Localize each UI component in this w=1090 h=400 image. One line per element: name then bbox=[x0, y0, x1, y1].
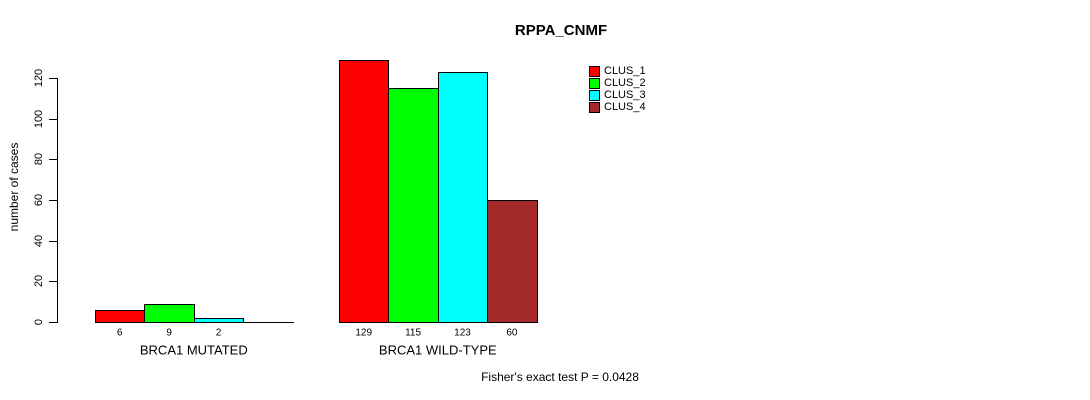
y-axis-line bbox=[57, 78, 58, 323]
group-label-1: BRCA1 MUTATED bbox=[139, 342, 248, 358]
y-axis-tick bbox=[49, 78, 57, 79]
y-axis-tick bbox=[49, 322, 57, 323]
y-axis-tick bbox=[49, 241, 57, 242]
bar-value-label: 60 bbox=[506, 327, 518, 339]
bar-value-label: 9 bbox=[166, 327, 172, 339]
bar-clus_4-group2 bbox=[487, 200, 538, 323]
bar-clus_3-group1 bbox=[194, 318, 244, 323]
chart-title: RPPA_CNMF bbox=[514, 22, 608, 39]
bar-clus_2-group1 bbox=[144, 304, 195, 323]
bar-value-label: 129 bbox=[355, 327, 373, 339]
legend-swatch-clus_4 bbox=[589, 102, 600, 113]
bar-value-label: 123 bbox=[454, 327, 471, 339]
bar-clus_3-group2 bbox=[438, 72, 488, 323]
y-axis-tick bbox=[49, 200, 57, 201]
y-axis-tick bbox=[49, 119, 57, 120]
legend-label-clus_1: CLUS_1 bbox=[604, 65, 646, 77]
bar-value-label: 6 bbox=[116, 327, 123, 339]
bar-clus_4-group1 bbox=[243, 322, 294, 323]
footnote-fisher-test: Fisher's exact test P = 0.0428 bbox=[481, 370, 639, 384]
bar-value-label: 2 bbox=[215, 327, 222, 339]
group-label-2: BRCA1 WILD-TYPE bbox=[378, 342, 497, 358]
y-axis-tick bbox=[49, 281, 57, 282]
legend-swatch-clus_2 bbox=[589, 78, 600, 89]
bar-value-label: 115 bbox=[405, 327, 422, 339]
legend-label-clus_2: CLUS_2 bbox=[604, 77, 646, 89]
legend-swatch-clus_3 bbox=[589, 90, 600, 101]
legend-label-clus_3: CLUS_3 bbox=[604, 89, 646, 101]
y-axis-tick bbox=[49, 159, 57, 160]
legend-swatch-clus_1 bbox=[589, 66, 600, 77]
legend-label-clus_4: CLUS_4 bbox=[604, 101, 646, 113]
bar-clus_1-group2 bbox=[339, 60, 389, 323]
